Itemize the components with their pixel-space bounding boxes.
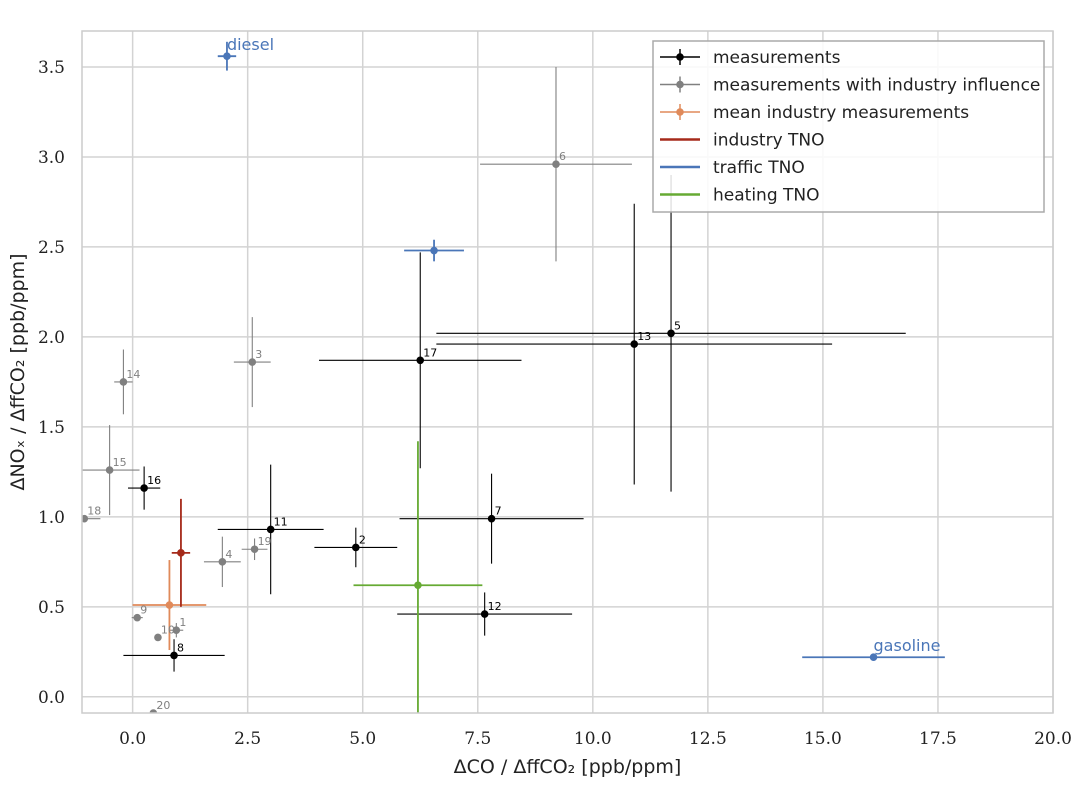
data-point <box>82 514 89 523</box>
x-tick-label: 0.0 <box>119 729 146 749</box>
legend-label: heating TNO <box>713 186 820 206</box>
legend-label: measurements with industry influence <box>713 76 1040 96</box>
point-label: 10 <box>161 623 175 636</box>
point-label: diesel <box>227 35 274 54</box>
plot-frame <box>81 30 1054 714</box>
point-label: 5 <box>674 319 681 332</box>
point-labels: 2578111213161713469101415181920dieselgas… <box>87 35 940 712</box>
x-tick-label: 7.5 <box>464 729 491 749</box>
tick-labels: 0.0 2.5 5.0 7.5 10.0 12.5 15.0 17.5 20.00.00.51.… <box>38 58 1072 749</box>
point-label: 12 <box>488 600 502 613</box>
legend-label: industry TNO <box>713 131 825 151</box>
chart-marks <box>82 41 945 713</box>
data-point <box>487 514 496 523</box>
point-label: 1 <box>179 616 186 629</box>
y-tick-label: 2.0 <box>38 328 65 348</box>
data-point <box>869 653 878 662</box>
data-point <box>667 329 675 338</box>
legend-label: measurements <box>713 48 841 68</box>
legend-label: traffic TNO <box>713 158 805 178</box>
data-point <box>177 549 185 557</box>
data-point <box>218 558 227 566</box>
point-label: 11 <box>274 515 288 528</box>
x-tick-label: 12.5 <box>689 729 727 749</box>
point-label: 19 <box>258 535 272 548</box>
point-label: 13 <box>637 330 651 343</box>
legend-item: mean industry measurements <box>660 103 969 123</box>
data-point <box>266 525 275 534</box>
x-tick-label: 10.0 <box>574 729 612 749</box>
data-point <box>250 545 259 554</box>
legend-item: traffic TNO <box>660 158 805 178</box>
data-point <box>170 651 178 660</box>
y-axis-label: ΔNOₓ / ΔffCO₂ [ppb/ppm] <box>7 253 29 490</box>
x-tick-label: 5.0 <box>349 729 376 749</box>
point-label: 7 <box>495 505 502 518</box>
series-measurements-with-industry-influence <box>82 66 632 713</box>
series-heating-tno <box>353 441 483 713</box>
series-mean-industry-measurements <box>132 560 207 651</box>
y-tick-label: 2.5 <box>38 238 65 258</box>
x-tick-label: 17.5 <box>919 729 957 749</box>
x-tick-label: 20.0 <box>1034 729 1072 749</box>
data-point <box>248 358 257 366</box>
series-measurements <box>123 174 906 672</box>
point-label: 6 <box>559 150 566 163</box>
legend-item: heating TNO <box>660 186 820 206</box>
point-label: 16 <box>147 474 161 487</box>
x-tick-label: 15.0 <box>804 729 842 749</box>
y-tick-label: 0.5 <box>38 598 65 618</box>
point-label: 17 <box>423 346 437 359</box>
point-label: gasoline <box>874 636 941 655</box>
x-axis-label: ΔCO / ΔffCO₂ [ppb/ppm] <box>454 756 682 778</box>
data-point <box>414 581 422 590</box>
legend-item: measurements <box>660 48 841 68</box>
data-point <box>172 626 181 635</box>
x-tick-label: 2.5 <box>234 729 261 749</box>
point-label: 9 <box>140 604 147 617</box>
y-tick-label: 1.0 <box>38 508 65 528</box>
data-point <box>105 466 114 474</box>
y-tick-label: 3.5 <box>38 58 65 78</box>
legend-swatch-marker <box>676 108 684 116</box>
point-label: 2 <box>359 533 366 546</box>
y-tick-label: 3.0 <box>38 148 65 168</box>
data-point <box>133 613 142 622</box>
data-point <box>480 610 489 618</box>
data-point <box>119 378 128 386</box>
data-point <box>352 543 360 552</box>
legend: measurements measurements with industry i… <box>652 40 1045 213</box>
legend-item: measurements with industry influence <box>660 76 1040 96</box>
data-point <box>416 356 425 365</box>
legend-box <box>652 40 1045 213</box>
data-point <box>165 601 174 609</box>
data-point <box>552 160 560 168</box>
legend-swatch-marker <box>676 53 684 61</box>
point-label: 20 <box>156 699 170 712</box>
y-tick-label: 0.0 <box>38 688 65 708</box>
series-traffic-tno <box>217 41 945 662</box>
point-label: 8 <box>177 641 184 654</box>
point-label: 4 <box>225 548 232 561</box>
legend-item: industry TNO <box>660 131 825 151</box>
point-label: 14 <box>126 368 140 381</box>
point-label: 15 <box>113 456 127 469</box>
legend-swatch-marker <box>676 80 684 89</box>
y-tick-label: 1.5 <box>38 418 65 438</box>
series-industry-tno <box>171 498 191 607</box>
data-point <box>223 52 231 60</box>
data-point <box>149 709 158 713</box>
point-label: 3 <box>255 348 262 361</box>
data-point <box>140 484 148 492</box>
point-label: 18 <box>87 505 101 518</box>
data-point <box>430 246 438 255</box>
data-point <box>630 340 639 348</box>
data-point <box>154 633 162 642</box>
legend-label: mean industry measurements <box>713 103 969 123</box>
